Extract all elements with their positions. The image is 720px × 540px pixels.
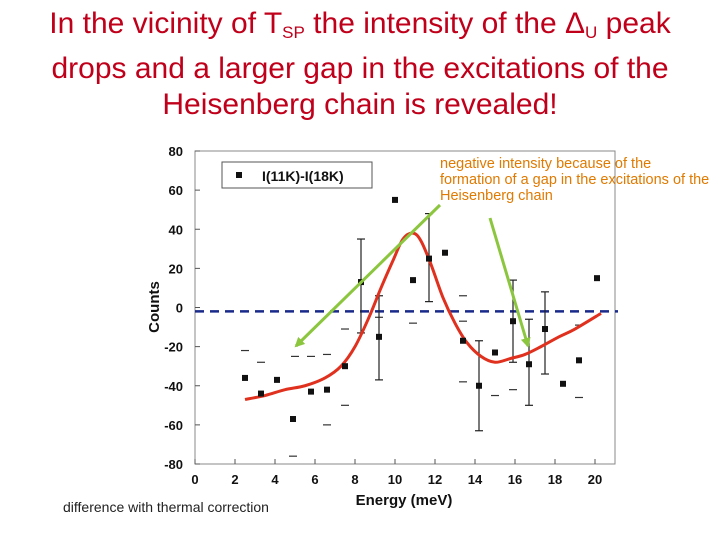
data-point [290,416,296,423]
y-tick-label: 80 [169,144,183,159]
data-point [242,374,248,381]
y-tick-label: 60 [169,183,183,198]
legend: I(11K)-I(18K) [221,161,373,189]
legend-box [221,161,373,189]
x-tick-label: 20 [588,472,602,487]
data-point [274,376,280,383]
legend-marker [236,172,242,178]
y-tick-label: 0 [176,301,183,316]
x-tick-label: 2 [231,472,238,487]
data-point [324,386,330,393]
data-point [342,363,348,370]
y-tick-label: -40 [164,379,183,394]
y-axis-label: Counts [146,281,163,333]
slide-title: In the vicinity of TSP the intensity of … [0,6,720,123]
y-tick-label: 20 [169,261,183,276]
data-point [376,333,382,340]
data-point [594,275,600,282]
annotation-arrow-left [294,203,442,348]
data-point [560,380,566,387]
x-tick-label: 16 [508,472,522,487]
title-line-2: drops and a larger gap in the excitation… [51,52,669,85]
data-point [410,277,416,284]
data-point [308,388,314,395]
data-point [258,390,264,397]
footnote: difference with thermal correction [63,499,269,515]
legend-label: I(11K)-I(18K) [262,168,344,184]
data-point [426,255,432,262]
x-tick-label: 8 [351,472,358,487]
y-tick-label: 40 [169,222,183,237]
data-point [542,326,548,333]
x-axis-label: Energy (meV) [356,492,453,509]
fit-curve [244,231,602,401]
y-tick-label: -60 [164,418,183,433]
x-tick-label: 10 [388,472,402,487]
data-point [460,337,466,344]
y-tick-label: -20 [164,340,183,355]
data-point [492,349,498,356]
x-tick-label: 18 [548,472,562,487]
data-point [526,361,532,368]
data-point [392,196,398,203]
data-point [476,382,482,389]
x-tick-label: 6 [311,472,318,487]
x-tick-label: 14 [468,472,483,487]
data-point [442,249,448,256]
data-point [576,357,582,364]
annotation-arrow-right [488,217,531,348]
title-line-3: Heisenberg chain is revealed! [162,88,558,121]
title-line-1: In the vicinity of TSP the intensity of … [49,7,671,42]
x-tick-label: 12 [428,472,442,487]
y-tick-label: -80 [164,457,183,472]
x-tick-label: 4 [271,472,279,487]
data-point [510,318,516,325]
x-tick-label: 0 [191,472,198,487]
gap-annotation: negative intensity because of the format… [440,156,710,204]
